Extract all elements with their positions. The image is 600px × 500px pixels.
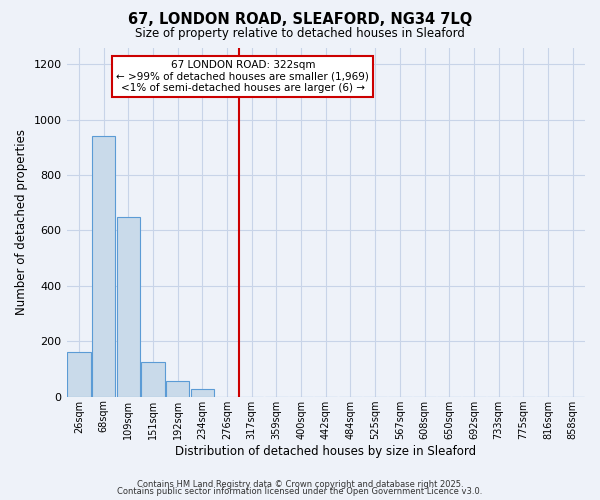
Bar [191,389,214,396]
Bar [166,380,190,396]
Text: Contains public sector information licensed under the Open Government Licence v3: Contains public sector information licen… [118,488,482,496]
Bar [116,216,140,396]
Y-axis label: Number of detached properties: Number of detached properties [15,129,28,315]
Text: Size of property relative to detached houses in Sleaford: Size of property relative to detached ho… [135,28,465,40]
Text: Contains HM Land Registry data © Crown copyright and database right 2025.: Contains HM Land Registry data © Crown c… [137,480,463,489]
Text: 67, LONDON ROAD, SLEAFORD, NG34 7LQ: 67, LONDON ROAD, SLEAFORD, NG34 7LQ [128,12,472,28]
Text: 67 LONDON ROAD: 322sqm
← >99% of detached houses are smaller (1,969)
<1% of semi: 67 LONDON ROAD: 322sqm ← >99% of detache… [116,60,369,93]
X-axis label: Distribution of detached houses by size in Sleaford: Distribution of detached houses by size … [175,444,476,458]
Bar [141,362,164,396]
Bar [92,136,115,396]
Bar [67,352,91,397]
